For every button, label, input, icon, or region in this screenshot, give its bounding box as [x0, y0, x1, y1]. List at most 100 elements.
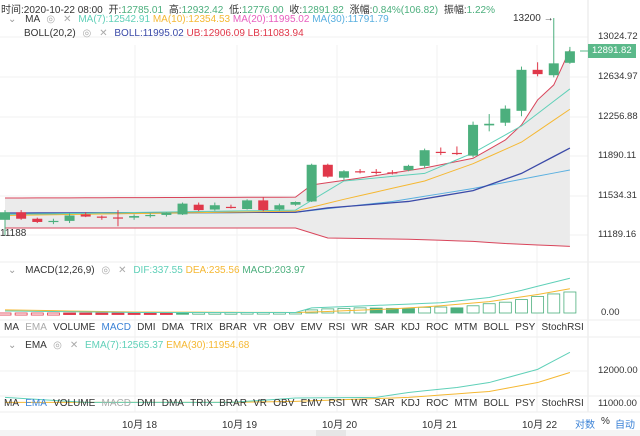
- amplitude-value: 1.22%: [466, 5, 495, 16]
- ma20-value: MA(20):11995.02: [232, 14, 310, 25]
- tab-dmi[interactable]: DMI: [137, 398, 156, 409]
- tab-boll[interactable]: BOLL: [483, 398, 510, 409]
- settings-gear-icon[interactable]: ◎: [101, 265, 111, 276]
- log-scale-button[interactable]: 对数: [575, 420, 595, 431]
- auto-scale-button[interactable]: 自动: [615, 420, 635, 431]
- settings-gear-icon[interactable]: ◎: [82, 28, 92, 39]
- tab-wr[interactable]: WR: [351, 398, 368, 409]
- tab-boll[interactable]: BOLL: [483, 322, 510, 333]
- candle-body: [64, 215, 75, 221]
- price-axis-label: 12634.97: [598, 71, 638, 82]
- collapse-chevron-icon[interactable]: ⌄: [8, 14, 17, 25]
- candle-body: [112, 217, 123, 219]
- dif-line: [4, 277, 571, 313]
- macd-histogram-bar: [498, 301, 512, 314]
- tab-dma[interactable]: DMA: [161, 322, 184, 333]
- tab-vr[interactable]: VR: [253, 322, 268, 333]
- tab-ema[interactable]: EMA: [25, 322, 47, 333]
- settings-gear-icon[interactable]: ◎: [46, 14, 56, 25]
- tab-kdj[interactable]: KDJ: [400, 398, 420, 409]
- tab-trix[interactable]: TRIX: [190, 398, 213, 409]
- tab-kdj[interactable]: KDJ: [400, 322, 420, 333]
- tab-sar[interactable]: SAR: [374, 322, 395, 333]
- high-value: 12932.42: [181, 5, 224, 16]
- ma30-value: MA(30):11791.79: [312, 14, 389, 25]
- indicator-tabs-macd-pane: MA EMA VOLUME MACD DMI DMA TRIX BRAR VR OBV EMV RSI…: [4, 322, 584, 333]
- collapse-chevron-icon[interactable]: ⌄: [8, 340, 17, 351]
- tab-psy[interactable]: PSY: [515, 322, 536, 333]
- settings-gear-icon[interactable]: ◎: [53, 340, 62, 351]
- macd-histogram-bar: [515, 299, 528, 314]
- macd-histogram-bar: [0, 312, 12, 316]
- tab-brar[interactable]: BRAR: [219, 398, 247, 409]
- macd-histogram-bar: [402, 308, 415, 314]
- close-icon[interactable]: ✕: [69, 340, 79, 351]
- tab-volume[interactable]: VOLUME: [53, 398, 96, 409]
- candle-body: [32, 218, 43, 222]
- collapse-chevron-icon[interactable]: ⌄: [8, 265, 17, 276]
- candle-body: [306, 164, 317, 202]
- macd-legend-name: MACD(12,26,9): [25, 265, 95, 276]
- tab-mtm[interactable]: MTM: [454, 322, 478, 333]
- tab-dmi[interactable]: DMI: [137, 322, 156, 333]
- tab-volume[interactable]: VOLUME: [53, 322, 96, 333]
- tab-psy[interactable]: PSY: [515, 398, 536, 409]
- macd-histogram-bar: [143, 312, 157, 315]
- tab-trix[interactable]: TRIX: [190, 322, 213, 333]
- close-icon[interactable]: ✕: [118, 265, 127, 276]
- tab-wr[interactable]: WR: [351, 322, 368, 333]
- macd-histogram-bar: [482, 303, 496, 314]
- price-axis-label: 11189.16: [598, 229, 637, 240]
- tab-brar[interactable]: BRAR: [219, 322, 247, 333]
- percent-scale-button[interactable]: %: [601, 416, 610, 427]
- tab-roc[interactable]: ROC: [426, 322, 449, 333]
- tab-ma[interactable]: MA: [4, 398, 19, 409]
- low-marker: 11188: [0, 228, 27, 239]
- candle-body: [48, 220, 59, 223]
- close-icon[interactable]: ✕: [63, 14, 72, 25]
- macd-histogram-bar: [127, 312, 141, 315]
- tab-macd[interactable]: MACD: [101, 322, 131, 333]
- tab-emv[interactable]: EMV: [300, 398, 323, 409]
- tab-obv[interactable]: OBV: [273, 398, 295, 409]
- tab-macd[interactable]: MACD: [101, 398, 131, 409]
- tab-mtm[interactable]: MTM: [454, 398, 478, 409]
- macd-value: MACD:203.97: [242, 265, 306, 276]
- tab-rsi[interactable]: RSI: [328, 398, 346, 409]
- ema-legend-name: EMA: [25, 340, 47, 351]
- candle-body: [145, 214, 156, 217]
- macd-histogram-bar: [47, 312, 60, 316]
- close-icon[interactable]: ✕: [99, 28, 108, 39]
- candle-body: [451, 152, 462, 155]
- bollinger-band-fill: [5, 49, 570, 247]
- tab-obv[interactable]: OBV: [273, 322, 295, 333]
- change-label: 涨幅:: [349, 5, 373, 16]
- price-axis-label: 11534.31: [598, 190, 637, 201]
- macd-histogram-bar: [159, 312, 173, 315]
- candle-body: [193, 204, 204, 211]
- tab-stochrsi[interactable]: StochRSI: [541, 398, 584, 409]
- tab-roc[interactable]: ROC: [426, 398, 449, 409]
- tab-emv[interactable]: EMV: [300, 322, 323, 333]
- tab-sar[interactable]: SAR: [374, 398, 395, 409]
- candle-body: [435, 151, 446, 154]
- tab-vr[interactable]: VR: [253, 398, 268, 409]
- price-axis-label: 11890.11: [598, 150, 637, 161]
- candle-body: [371, 171, 382, 173]
- macd-histogram-bar: [547, 293, 561, 314]
- panel-resize-handle[interactable]: [316, 430, 346, 436]
- macd-histogram-bar: [63, 312, 76, 315]
- tab-stochrsi[interactable]: StochRSI: [541, 322, 584, 333]
- tab-ema[interactable]: EMA: [25, 398, 47, 409]
- candle-body: [322, 164, 333, 177]
- candle-body: [468, 124, 479, 156]
- date-label: 10月 20: [322, 420, 358, 431]
- macd-axis-label: 0.00: [601, 307, 620, 318]
- tab-dma[interactable]: DMA: [161, 398, 184, 409]
- bollinger-upper-line: [4, 49, 571, 199]
- low-value: 12776.00: [241, 5, 284, 16]
- tab-ma[interactable]: MA: [4, 322, 19, 333]
- tab-rsi[interactable]: RSI: [328, 322, 346, 333]
- candle-body: [0, 212, 10, 220]
